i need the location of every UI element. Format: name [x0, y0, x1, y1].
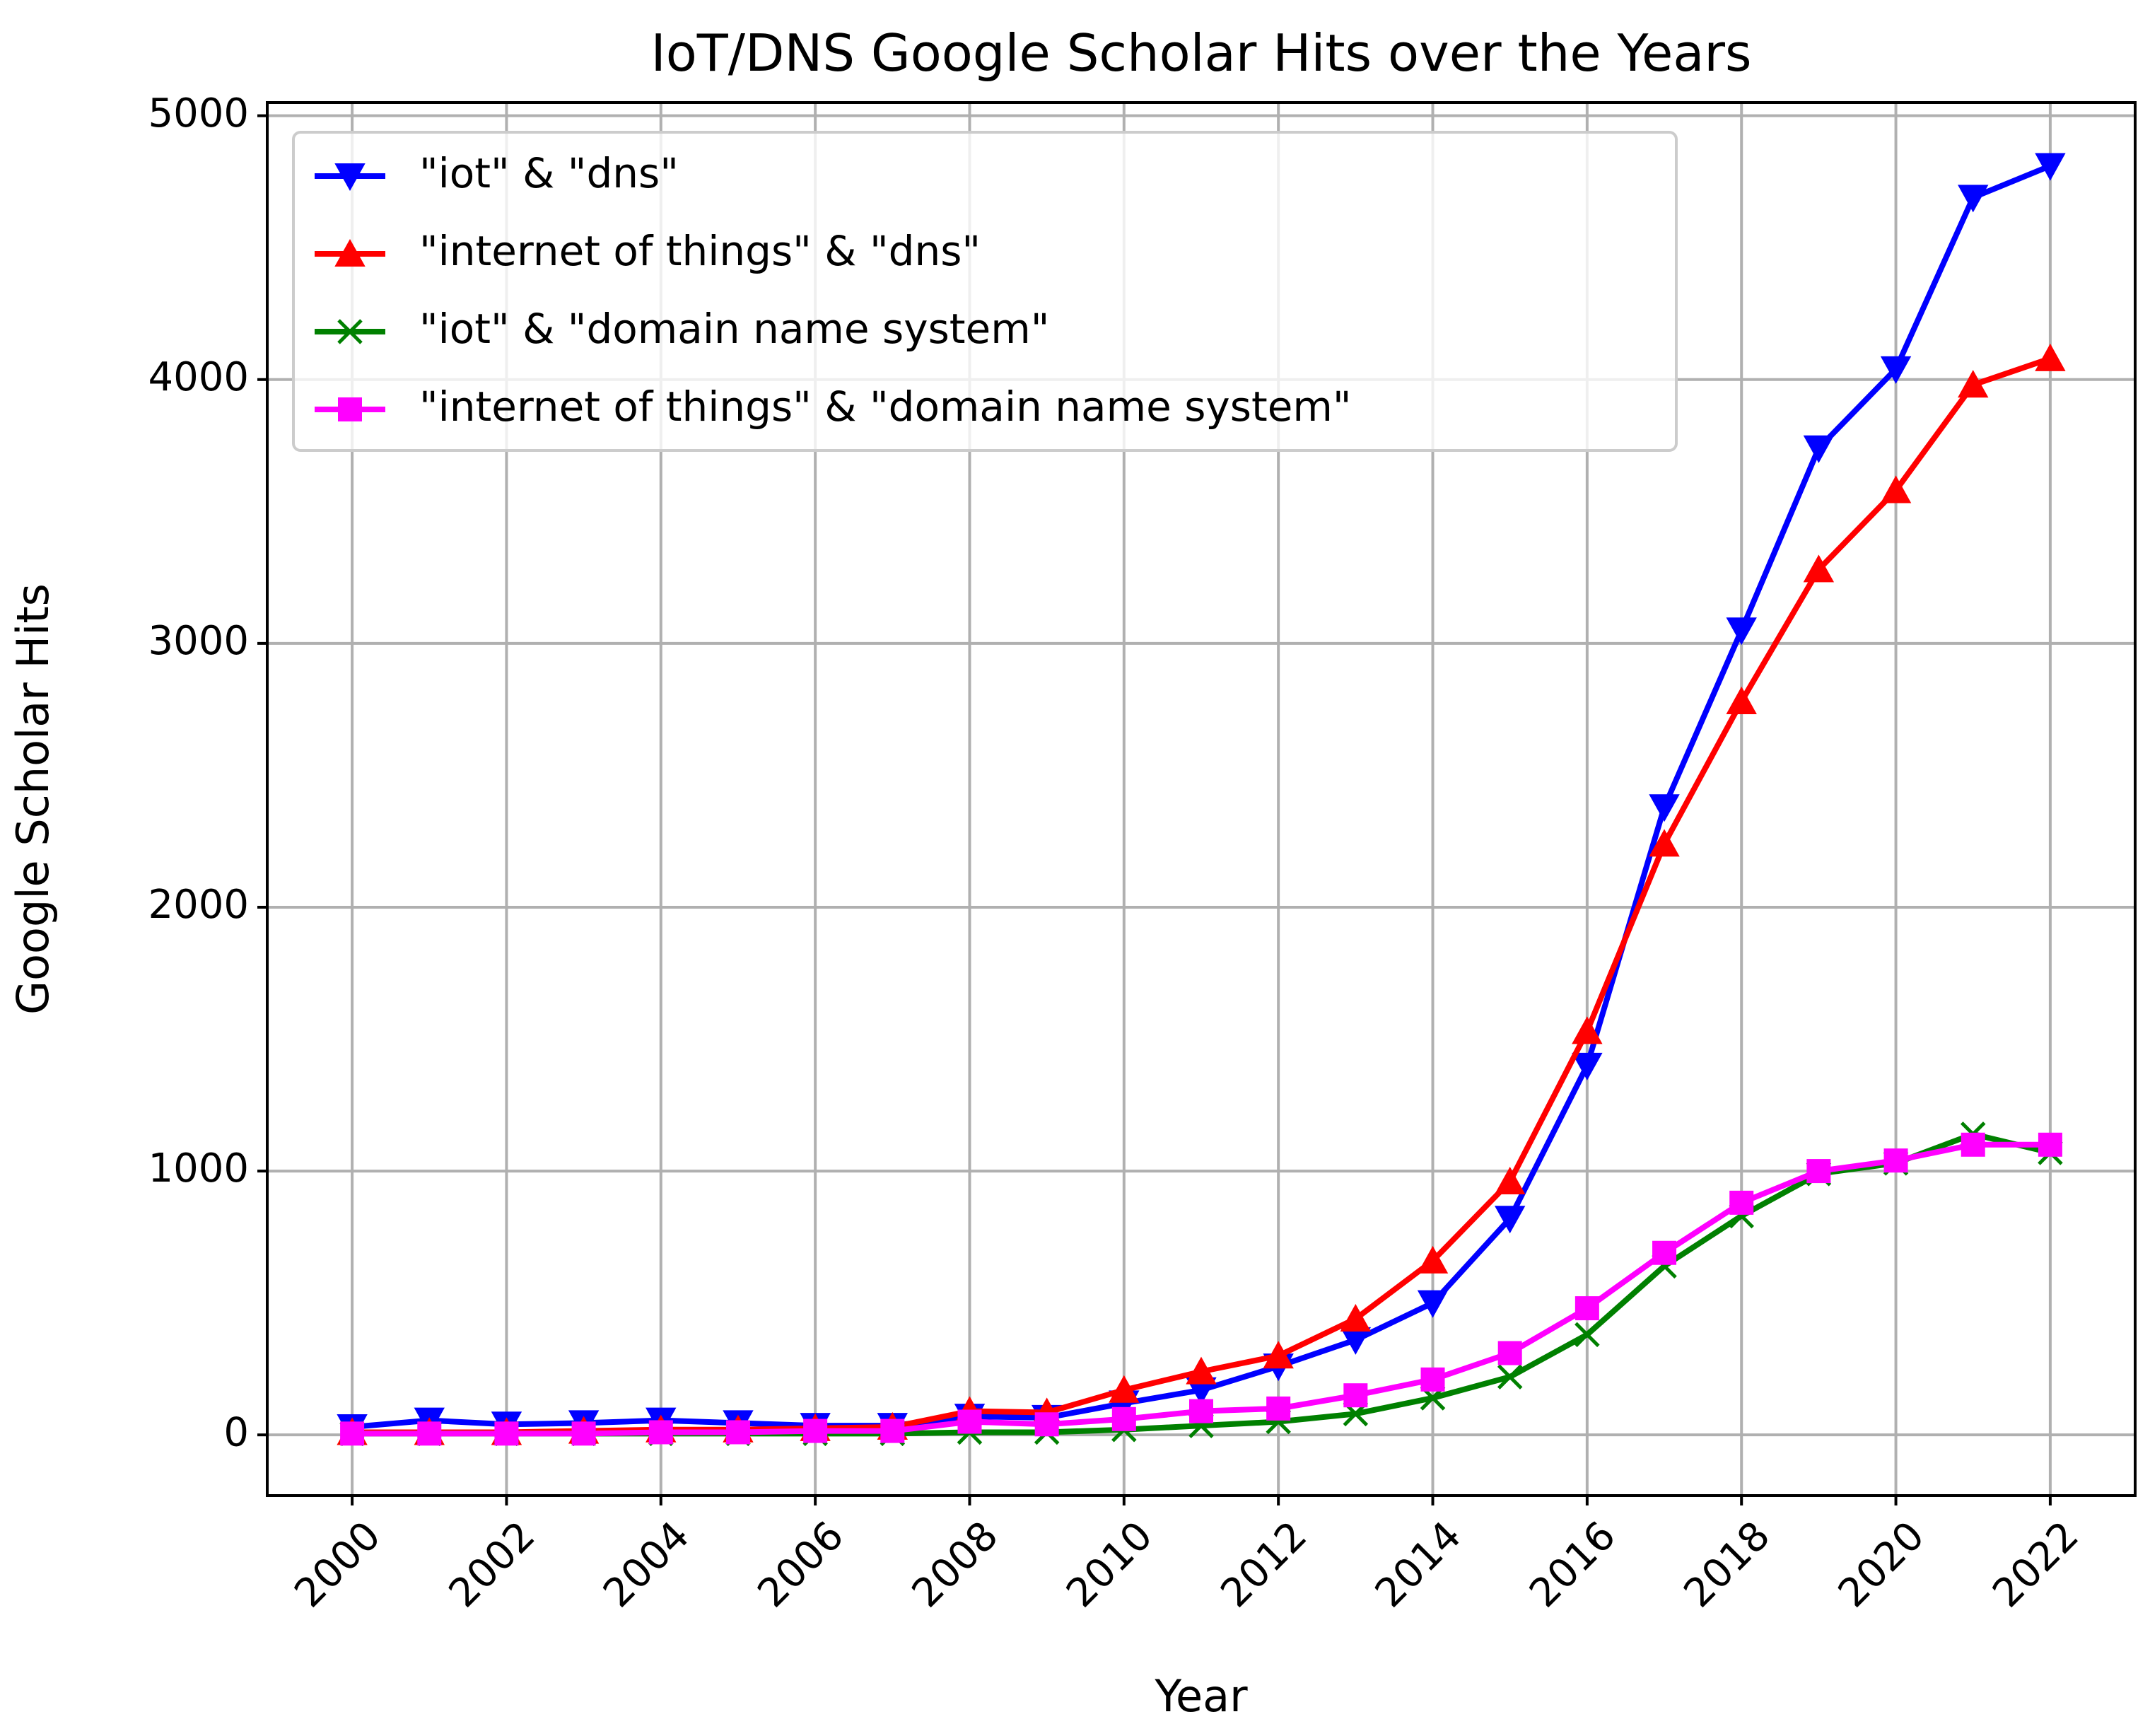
- legend-marker: [334, 238, 366, 267]
- data-point: [1494, 1206, 1526, 1234]
- data-point: [1652, 1240, 1677, 1265]
- data-point: [1958, 370, 1989, 398]
- data-point: [1186, 1356, 1217, 1385]
- data-point: [340, 1421, 365, 1446]
- legend-label: "iot" & "dns": [419, 149, 679, 197]
- data-point: [1417, 1290, 1449, 1318]
- legend-marker: [337, 319, 363, 344]
- data-point: [1880, 356, 1912, 384]
- data-point: [1343, 1383, 1368, 1408]
- legend-item: "iot" & "domain name system": [315, 305, 1049, 353]
- data-point: [880, 1418, 905, 1443]
- data-point: [1034, 1412, 1059, 1437]
- x-marker-stroke: [337, 319, 363, 344]
- data-point: [1726, 617, 1757, 646]
- data-point: [648, 1420, 673, 1445]
- data-point: [1729, 1190, 1754, 1215]
- data-point: [1111, 1406, 1136, 1431]
- chart-title: IoT/DNS Google Scholar Hits over the Yea…: [651, 23, 1752, 83]
- data-point: [1420, 1367, 1445, 1392]
- y-tick-label: 4000: [148, 354, 249, 400]
- data-point: [803, 1418, 828, 1443]
- data-point: [1189, 1399, 1213, 1423]
- data-point: [1572, 1016, 1603, 1044]
- legend-item: "iot" & "dns": [315, 149, 679, 197]
- data-point: [1574, 1322, 1600, 1348]
- data-point: [1803, 435, 1835, 463]
- data-point: [1263, 1341, 1294, 1369]
- data-point: [725, 1420, 750, 1445]
- data-point: [1497, 1341, 1522, 1365]
- series-3: [340, 1132, 2062, 1446]
- legend-label: "internet of things" & "dns": [419, 227, 981, 275]
- legend-marker: [334, 163, 366, 192]
- legend-label: "iot" & "domain name system": [419, 305, 1049, 353]
- y-tick-label: 2000: [148, 882, 249, 928]
- data-point: [1880, 475, 1912, 503]
- x-marker-stroke: [1574, 1322, 1600, 1348]
- legend-items: "iot" & "dns" "internet of things" & "dns…: [315, 149, 1352, 431]
- legend: "iot" & "dns" "internet of things" & "dns…: [292, 131, 1678, 452]
- y-tick-label: 1000: [148, 1146, 249, 1192]
- data-point: [2035, 343, 2066, 371]
- y-tick-label: 3000: [148, 618, 249, 664]
- data-point: [1806, 1159, 1831, 1184]
- legend-item: "internet of things" & "domain name syst…: [315, 383, 1352, 431]
- data-point: [957, 1409, 982, 1434]
- plot-frame: [266, 101, 2137, 1497]
- data-point: [1958, 185, 1989, 213]
- x-axis-label: Year: [1154, 1670, 1248, 1722]
- data-point: [417, 1421, 442, 1446]
- x-marker-stroke: [1497, 1364, 1523, 1390]
- data-point: [1883, 1148, 1908, 1173]
- data-point: [1266, 1396, 1291, 1421]
- data-point: [1109, 1375, 1140, 1403]
- data-point: [1494, 1166, 1526, 1195]
- y-tick-label: 0: [223, 1409, 249, 1455]
- data-point: [2038, 1132, 2062, 1157]
- y-tick-label: 5000: [148, 91, 249, 136]
- data-point: [2035, 153, 2066, 181]
- y-axis-label: Google Scholar Hits: [7, 583, 59, 1015]
- data-point: [1417, 1245, 1449, 1274]
- data-point: [1649, 794, 1680, 822]
- legend-box: [292, 131, 1678, 452]
- data-point: [1803, 554, 1835, 583]
- data-point: [1649, 829, 1680, 857]
- data-point: [1572, 1052, 1603, 1080]
- data-point: [1497, 1364, 1523, 1390]
- legend-item: "internet of things" & "dns": [315, 227, 981, 275]
- data-point: [1726, 686, 1757, 714]
- data-point: [1574, 1296, 1599, 1321]
- data-point: [571, 1421, 596, 1446]
- legend-label: "internet of things" & "domain name syst…: [419, 383, 1352, 431]
- legend-marker: [338, 397, 362, 421]
- data-point: [494, 1421, 519, 1446]
- data-point: [1340, 1303, 1372, 1332]
- series-lines: [337, 153, 2066, 1447]
- data-point: [1961, 1132, 1985, 1157]
